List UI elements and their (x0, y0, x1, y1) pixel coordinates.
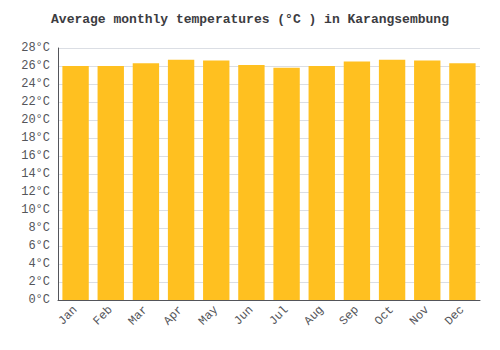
svg-text:Oct: Oct (372, 303, 397, 328)
svg-text:Feb: Feb (91, 303, 116, 328)
svg-text:Mar: Mar (126, 303, 151, 328)
svg-text:May: May (196, 303, 221, 328)
svg-text:0°C: 0°C (28, 293, 50, 307)
svg-text:20°C: 20°C (21, 113, 50, 127)
svg-text:16°C: 16°C (21, 149, 50, 163)
svg-text:Jan: Jan (55, 303, 80, 328)
svg-text:Jul: Jul (266, 303, 291, 328)
svg-text:24°C: 24°C (21, 77, 50, 91)
svg-text:2°C: 2°C (28, 275, 50, 289)
svg-text:Aug: Aug (302, 303, 327, 328)
svg-text:8°C: 8°C (28, 221, 50, 235)
svg-text:Dec: Dec (442, 303, 467, 328)
svg-text:12°C: 12°C (21, 185, 50, 199)
svg-text:4°C: 4°C (28, 257, 50, 271)
svg-text:6°C: 6°C (28, 239, 50, 253)
svg-text:Nov: Nov (407, 303, 432, 328)
svg-text:18°C: 18°C (21, 131, 50, 145)
svg-text:Jun: Jun (231, 303, 256, 328)
svg-text:26°C: 26°C (21, 59, 50, 73)
svg-text:28°C: 28°C (21, 41, 50, 55)
svg-text:Apr: Apr (161, 303, 186, 328)
svg-text:Average monthly temperatures (: Average monthly temperatures (°C ) in Ka… (51, 12, 449, 27)
svg-text:14°C: 14°C (21, 167, 50, 181)
svg-text:22°C: 22°C (21, 95, 50, 109)
svg-text:Sep: Sep (337, 303, 362, 328)
svg-text:10°C: 10°C (21, 203, 50, 217)
